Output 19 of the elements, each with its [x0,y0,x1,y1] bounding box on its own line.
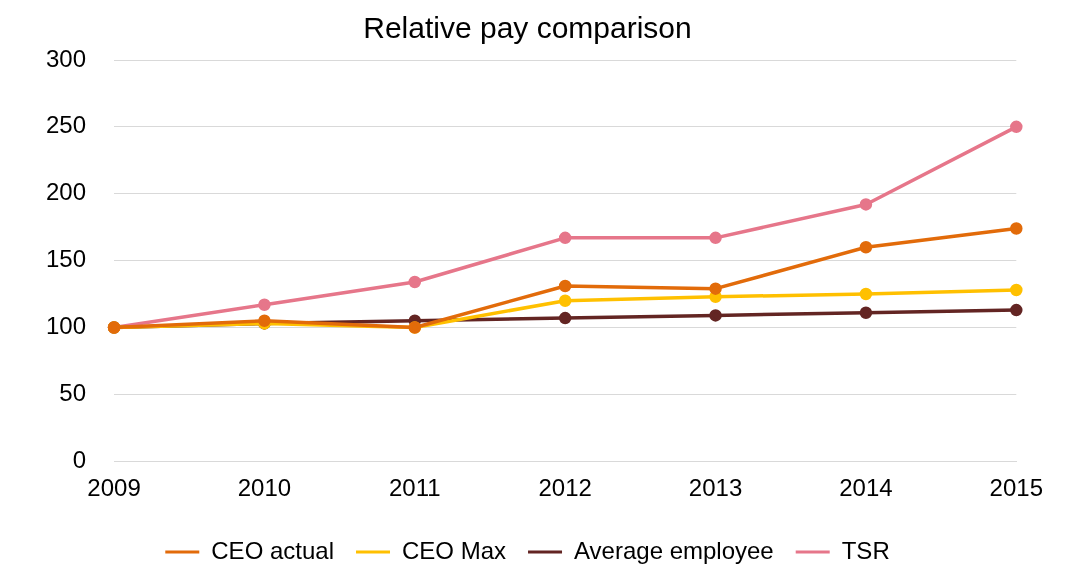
x-tick-label: 2014 [839,474,893,502]
legend-label: TSR [841,536,890,564]
x-tick-label: 2012 [538,474,592,502]
x-tick-label: 2015 [989,474,1043,502]
y-tick-label: 0 [72,445,87,473]
y-tick-label: 50 [59,378,87,406]
x-tick-label: 2010 [237,474,292,502]
legend-label: CEO Max [402,536,507,564]
x-tick-label: 2011 [388,474,441,502]
legend-label: Average employee [574,536,774,564]
y-tick-label: 300 [46,44,87,72]
legend-label: CEO actual [211,536,335,564]
y-tick-label: 200 [46,178,87,206]
y-tick-label: 250 [46,111,87,139]
x-tick-label: 2009 [87,474,141,502]
x-tick-label: 2013 [688,474,743,502]
y-tick-label: 100 [46,312,87,340]
chart-title: Relative pay comparison [363,11,692,45]
y-tick-label: 150 [46,245,87,273]
